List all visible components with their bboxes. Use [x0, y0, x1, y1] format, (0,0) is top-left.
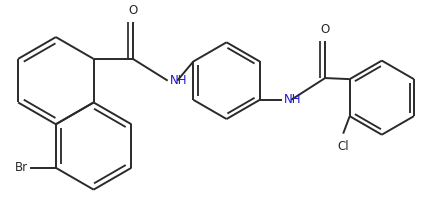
Text: Cl: Cl — [337, 140, 349, 153]
Text: NH: NH — [170, 74, 187, 87]
Text: O: O — [128, 4, 137, 17]
Text: O: O — [321, 23, 330, 36]
Text: NH: NH — [284, 93, 301, 106]
Text: Br: Br — [14, 161, 28, 174]
